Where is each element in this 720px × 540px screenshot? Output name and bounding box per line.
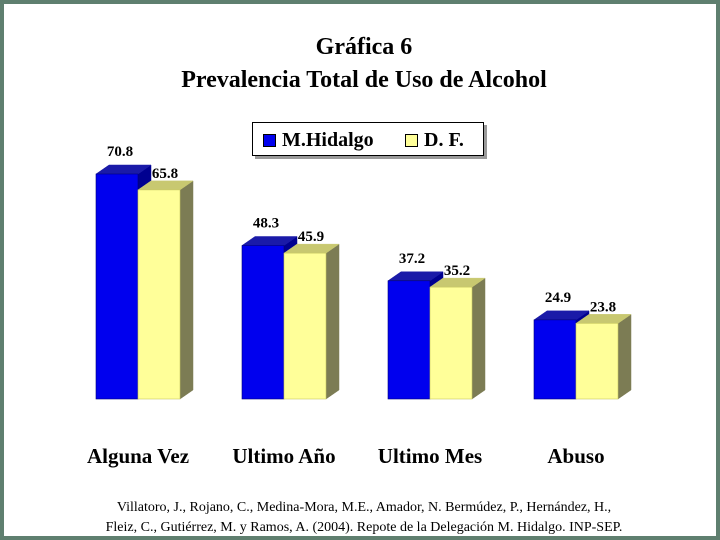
legend-swatch-m-hidalgo	[263, 133, 276, 147]
chart-subtitle: Prevalencia Total de Uso de Alcohol	[181, 67, 547, 93]
value-label-df-2: 35.2	[444, 263, 470, 279]
category-label-1: Ultimo Año	[232, 444, 335, 468]
value-label-m-hidalgo-0: 70.8	[107, 144, 133, 160]
value-label-df-3: 23.8	[590, 299, 616, 315]
bar-side-2-1	[325, 243, 340, 400]
value-label-df-0: 65.8	[152, 166, 178, 182]
bar-m-hidalgo-3	[533, 319, 577, 400]
bar-m-hidalgo-1	[241, 245, 285, 400]
legend-swatch-df	[405, 133, 418, 147]
source-citation-line-2: Fleiz, C., Gutiérrez, M. y Ramos, A. (20…	[105, 520, 623, 535]
category-label-0: Alguna Vez	[87, 444, 189, 468]
bar-m-hidalgo-2	[387, 280, 431, 400]
legend-label-m-hidalgo: M.Hidalgo	[282, 129, 374, 151]
legend: M.Hidalgo D. F.	[252, 122, 484, 156]
category-label-2: Ultimo Mes	[378, 444, 482, 468]
bar-df-3	[575, 323, 619, 400]
bar-chart: 70.8 65.8 Alguna Vez 48.3 45.9 Ultimo Año 37.2…	[87, 144, 632, 468]
bar-side-2-0	[179, 180, 194, 400]
source-citation-line-1: Villatoro, J., Rojano, C., Medina-Mora, …	[116, 500, 612, 515]
value-label-df-1: 45.9	[298, 229, 324, 245]
category-label-3: Abuso	[547, 444, 604, 468]
legend-item-m-hidalgo: M.Hidalgo	[263, 129, 374, 151]
value-label-m-hidalgo-3: 24.9	[545, 290, 571, 306]
bar-df-0	[137, 189, 181, 400]
bar-m-hidalgo-0	[95, 173, 139, 400]
bar-side-2-3	[617, 313, 632, 400]
chart-title: Gráfica 6	[315, 34, 413, 60]
value-label-m-hidalgo-1: 48.3	[253, 216, 279, 232]
value-label-m-hidalgo-2: 37.2	[399, 251, 425, 267]
bar-df-1	[283, 252, 327, 400]
legend-item-df: D. F.	[405, 129, 464, 151]
legend-label-df: D. F.	[424, 129, 464, 151]
bar-df-2	[429, 286, 473, 400]
bar-side-2-2	[471, 277, 486, 400]
